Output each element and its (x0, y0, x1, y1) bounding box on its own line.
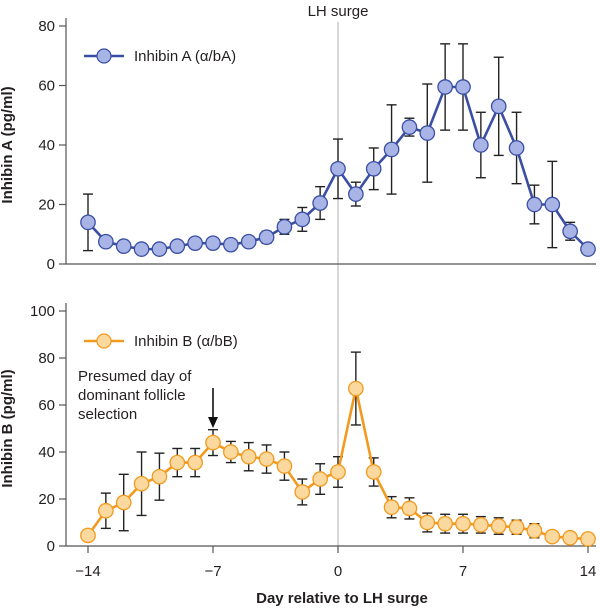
inhibin-a-data-point (508, 140, 525, 156)
inhibin-b-data-point (258, 451, 275, 467)
selection-annotation: Presumed day of dominant follicle select… (78, 368, 218, 428)
inhibin-a-data-point (383, 141, 400, 158)
inhibin-b-chart: 0 20 40 60 80 100 Inhibin B (pg/ml) Inhibin B… (0, 303, 596, 555)
inhibin-a-legend: Inhibin A (α/bA) (84, 48, 236, 65)
inhibin-a-data-point (562, 223, 578, 240)
inhibin-b-data-point (80, 527, 96, 544)
inhibin-b-data-point (205, 434, 221, 451)
inhibin-a-ytick-label: 20 (38, 197, 55, 214)
inhibin-b-data-point (294, 484, 311, 500)
inhibin-b-data-point (330, 464, 346, 480)
inhibin-a-data-point (133, 241, 150, 257)
inhibin-b-data-point (115, 494, 132, 511)
inhibin-b-legend: Inhibin B (α/bB) (84, 333, 238, 350)
inhibin-b-data-point (526, 522, 543, 539)
inhibin-a-data-point (437, 79, 453, 95)
inhibin-b-data-point (169, 454, 186, 471)
inhibin-b-data-point (383, 499, 400, 516)
inhibin-a-data-point (348, 186, 364, 202)
inhibin-a-ytick-label: 80 (38, 18, 55, 35)
inhibin-b-data-point (490, 518, 507, 534)
inhibin-b-ytick-label: 40 (38, 444, 55, 461)
inhibin-a-data-point (490, 98, 507, 115)
inhibin-a-data-point (401, 119, 418, 136)
x-tick-label: −14 (75, 563, 100, 580)
inhibin-b-ytick-label: 0 (47, 538, 55, 555)
inhibin-b-data-point (455, 515, 471, 532)
inhibin-a-data-point (419, 125, 436, 141)
x-tick-label: 7 (459, 563, 467, 580)
inhibin-a-data-point (80, 214, 96, 231)
inhibin-a-data-point (205, 235, 221, 252)
inhibin-b-data-point (365, 464, 382, 480)
inhibin-a-data-point (115, 238, 132, 254)
x-tick-label: −7 (204, 563, 221, 580)
inhibin-b-data-point (562, 529, 578, 546)
inhibin-b-data-point (437, 515, 453, 532)
x-tick-label: 0 (334, 563, 342, 580)
inhibin-b-ytick-label: 60 (38, 397, 55, 414)
inhibin-a-data-point (294, 211, 311, 228)
inhibin-a-data-point (455, 79, 471, 95)
inhibin-a-data-point (223, 236, 239, 253)
x-axis-label: Day relative to LH surge (256, 590, 428, 607)
inhibin-a-data-point (240, 233, 257, 250)
inhibin-b-data-point (508, 519, 525, 536)
inhibin-a-data-point (312, 195, 328, 211)
inhibin-a-legend-label: Inhibin A (α/bA) (134, 48, 236, 65)
inhibin-b-ytick-label: 100 (30, 303, 55, 320)
annotation-line-1: Presumed day of (78, 368, 192, 385)
inhibin-a-data-point (276, 218, 293, 235)
inhibin-a-legend-marker (96, 48, 112, 64)
inhibin-a-data-point (151, 241, 168, 257)
inhibin-a-data-point (98, 233, 114, 250)
inhibin-b-ytick-label: 80 (38, 350, 55, 367)
inhibin-a-data-point (473, 137, 489, 153)
inhibin-b-legend-label: Inhibin B (α/bB) (134, 333, 238, 350)
inhibin-a-data-point (187, 235, 203, 252)
inhibin-b-data-point (133, 475, 150, 492)
inhibin-a-data-point (169, 238, 186, 254)
inhibin-b-data-point (312, 471, 328, 487)
annotation-line-2: dominant follicle (78, 387, 186, 404)
inhibin-a-data-point (544, 196, 561, 213)
inhibin-b-data-point (580, 531, 596, 547)
x-tick-label: 14 (580, 563, 597, 580)
inhibin-b-data-point (187, 454, 203, 471)
inhibin-a-ytick-label: 60 (38, 78, 55, 95)
inhibin-a-data-point (330, 160, 346, 177)
inhibin-a-chart: 0 20 40 60 80 Inhibin A (pg/ml) Inhibin A (α… (0, 18, 596, 273)
inhibin-b-data-point (276, 458, 293, 474)
inhibin-b-ytick-label: 20 (38, 491, 55, 508)
inhibin-b-data-point (240, 448, 257, 465)
inhibin-a-data-point (526, 196, 543, 213)
inhibin-a-data-point (258, 229, 275, 246)
inhibin-a-data-point (365, 160, 382, 177)
inhibin-b-data-point (98, 502, 114, 519)
inhibin-a-ytick-label: 0 (47, 256, 55, 273)
inhibin-b-data-point (419, 514, 436, 531)
inhibin-b-data-point (473, 516, 489, 533)
inhibin-b-legend-marker (96, 333, 112, 349)
annotation-line-3: selection (78, 406, 137, 423)
inhibin-a-ytick-label: 40 (38, 137, 55, 154)
annotation-arrowhead (208, 417, 218, 428)
inhibin-b-data-point (348, 380, 364, 397)
inhibin-a-data-point (580, 241, 596, 257)
inhibin-b-y-label: Inhibin B (pg/ml) (0, 369, 16, 487)
inhibin-b-data-point (544, 528, 561, 545)
lh-surge-label: LH surge (308, 3, 369, 20)
inhibin-a-y-label: Inhibin A (pg/ml) (0, 86, 16, 203)
inhibin-b-data-point (401, 500, 418, 517)
inhibin-b-data-point (151, 468, 168, 485)
inhibin-b-data-point (223, 444, 239, 460)
